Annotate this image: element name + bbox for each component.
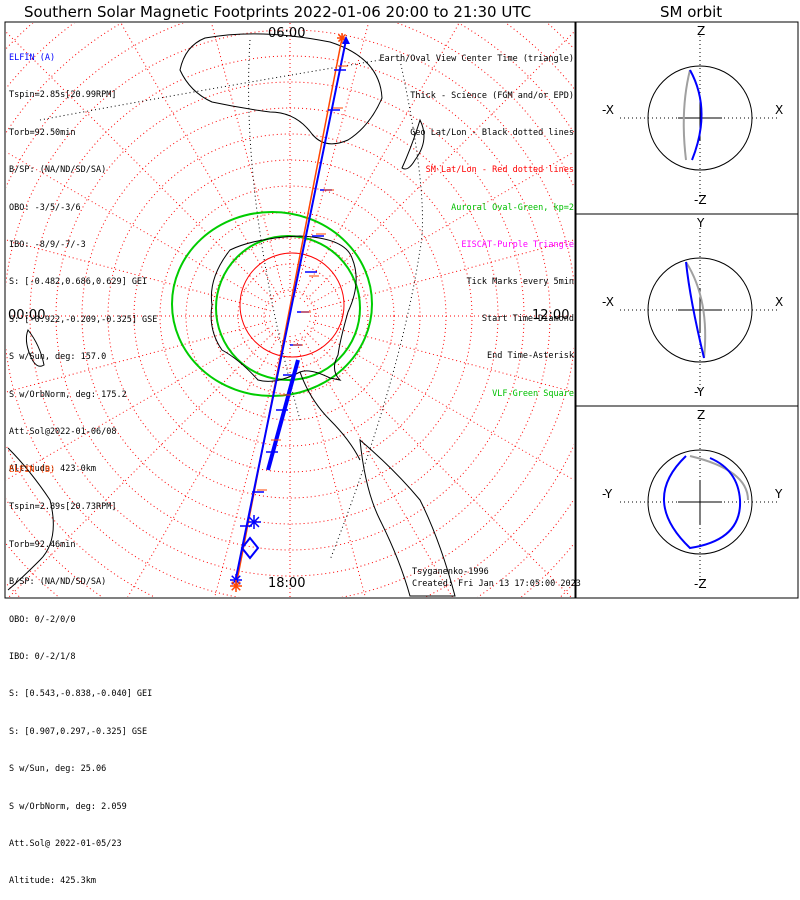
elfin-b-line: S: [0.543,-0.838,-0.040] GEI xyxy=(9,689,153,700)
legend-item: Tick Marks every 5min xyxy=(466,277,574,288)
auroral-oval-inner xyxy=(215,235,361,381)
elfin-b-title: ELFIN (B) xyxy=(9,465,56,475)
africa-outline xyxy=(7,447,54,591)
elfin-a-science-segment xyxy=(266,359,300,471)
elfin-a-line: Altitude: 423.0km xyxy=(9,464,96,475)
geo-lon-line xyxy=(248,39,301,421)
orbit2-left-label: -X xyxy=(602,295,614,309)
legend-item: Geo Lat/Lon - Black dotted lines xyxy=(410,128,574,139)
elfin-a-line: S w/Sun, deg: 157.0 xyxy=(9,352,107,363)
elfin-a-line: S w/OrbNorm, deg: 175.2 xyxy=(9,389,127,400)
orbit2-right-label: X xyxy=(775,295,784,309)
orbit-trace-gray xyxy=(685,261,707,359)
orbit-trace-gray xyxy=(682,69,691,161)
legend-item: Start Time-Diamond xyxy=(481,314,574,325)
orbit1-bottom-label: -Z xyxy=(694,193,707,207)
legend-item: End Time-Asterisk xyxy=(487,351,574,362)
elfin-a-title: ELFIN (A) xyxy=(9,53,56,63)
elfin-b-line: OBO: 0/-2/0/0 xyxy=(9,614,76,625)
elfin-b-line: Altitude: 425.3km xyxy=(9,876,96,887)
sm-lat-circle xyxy=(107,133,473,499)
antarctic-peninsula xyxy=(299,371,361,461)
orbit3-bottom-label: -Z xyxy=(694,577,707,591)
elfin-b-line: S w/Sun, deg: 25.06 xyxy=(9,764,107,775)
map-frame xyxy=(4,21,576,599)
legend-item: SM Lat/Lon - Red dotted lines xyxy=(425,165,574,176)
orbit2-bottom-label: -Y xyxy=(694,385,705,399)
map-legend: Earth/Oval View Center Time (triangle) T… xyxy=(380,28,574,412)
orbit-trace-gray xyxy=(689,455,749,501)
legend-item: EISCAT-Purple Triangle xyxy=(461,239,574,250)
orbit-trace-elfin-a xyxy=(685,261,705,359)
antarctica-outline xyxy=(210,235,357,382)
elfin-a-track xyxy=(235,39,347,579)
elfin-b-line: S w/OrbNorm, deg: 2.059 xyxy=(9,801,127,812)
elfin-a-line: B/SP: (NA/ND/SD/SA) xyxy=(9,165,107,176)
elfin-b-line: Att.Sol@ 2022-01-05/23 xyxy=(9,838,122,849)
australia-outline xyxy=(179,33,383,145)
sm-lat-circle xyxy=(263,289,317,343)
orbit2-top-label: Y xyxy=(697,216,705,230)
asterisk-stroke xyxy=(231,581,241,591)
elfin-b-info: ELFIN (B) Tspin=2.89s[20.73RPM] Torb=92.… xyxy=(9,439,152,900)
sm-lat-circle xyxy=(159,185,421,447)
page-title: Southern Solar Magnetic Footprints 2022-… xyxy=(24,3,532,21)
elfin-a-line: Att.Sol@2022-01-06/08 xyxy=(9,426,117,437)
geo-lon-line xyxy=(329,59,423,561)
orbit-frame xyxy=(575,21,799,599)
view-center-triangle xyxy=(342,36,350,44)
elfin-b-line: S: [0.907,0.297,-0.325] GSE xyxy=(9,726,148,737)
clock-label-left: 00:00 xyxy=(8,308,46,323)
model-label: Tsyganenko-1996 xyxy=(412,567,489,577)
asterisk-stroke xyxy=(248,516,260,528)
elfin-b-line: Torb=92.46min xyxy=(9,539,76,550)
legend-item: Auroral Oval-Green, kp=2 xyxy=(451,202,574,213)
clock-label-bottom: 18:00 xyxy=(268,576,306,591)
elfin-a-line: S: [-0.922,-0.209,-0.325] GSE xyxy=(9,314,158,325)
orbit1-top-label: Z xyxy=(697,24,706,38)
footprint-map xyxy=(4,21,799,599)
orbit3-top-label: Z xyxy=(697,408,706,422)
legend-item: VLF-Green Square xyxy=(492,388,574,399)
elfin-a-line: Torb=92.50min xyxy=(9,127,76,138)
elfin-a-line: IBO: -8/9/-7/-3 xyxy=(9,239,86,250)
elfin-a-asterisk xyxy=(247,515,261,529)
orbit-panel-title: SM orbit xyxy=(660,3,723,21)
elfin-a-line: S: [-0.482,0.686,0.629] GEI xyxy=(9,277,148,288)
elfin-a-line: OBO: -3/5/-3/6 xyxy=(9,202,81,213)
clock-label-right: 12:00 xyxy=(532,308,570,323)
sm-lat-circle xyxy=(55,81,525,551)
madagascar-outline xyxy=(25,329,45,367)
legend-item: Thick - Science (FGM and/or EPD) xyxy=(410,91,574,102)
start-time-diamond xyxy=(240,536,260,560)
elfin-a-line: Tspin=2.85s[20.99RPM] xyxy=(9,90,117,101)
created-label: Created: Fri Jan 13 17:05:00 2023 xyxy=(412,579,581,589)
elfin-b-line: Tspin=2.89s[20.73RPM] xyxy=(9,502,117,513)
orbit-trace-elfin-a xyxy=(689,69,703,161)
orbit1-left-label: -X xyxy=(602,103,614,117)
elfin-b-line: IBO: 0/-2/1/8 xyxy=(9,651,76,662)
sm-lat-circle xyxy=(211,237,369,395)
elfin-a-info: ELFIN (A) Tspin=2.85s[20.99RPM] Torb=92.… xyxy=(9,27,157,488)
south-america-outline xyxy=(359,438,456,597)
clock-label-top: 06:00 xyxy=(268,26,306,41)
new-zealand-outline xyxy=(401,118,425,170)
orbit3-left-label: -Y xyxy=(602,487,613,501)
legend-item: Earth/Oval View Center Time (triangle) xyxy=(379,53,574,64)
elfin-b-end-asterisk xyxy=(230,580,242,592)
sm-pole-circle xyxy=(239,252,345,358)
orbit-trace-elfin-a xyxy=(663,455,742,550)
orbit3-right-label: Y xyxy=(775,487,783,501)
elfin-b-line: B/SP: (NA/ND/SD/SA) xyxy=(9,577,107,588)
asterisk-stroke xyxy=(337,33,347,43)
orbit1-right-label: X xyxy=(775,103,784,117)
